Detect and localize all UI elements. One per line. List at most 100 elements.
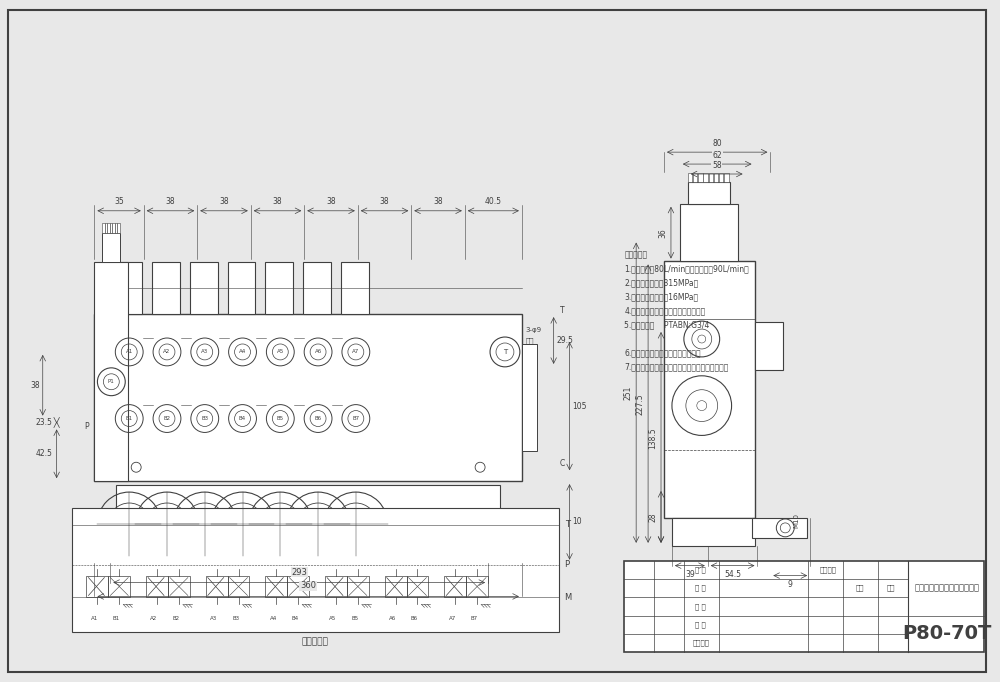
Bar — [709, 173, 713, 182]
Text: A4: A4 — [270, 617, 277, 621]
Text: 描 图: 描 图 — [695, 603, 706, 610]
Bar — [522, 344, 537, 451]
Bar — [693, 173, 697, 182]
Text: B7: B7 — [471, 617, 478, 621]
Text: 2.最大工作压力：315MPa。: 2.最大工作压力：315MPa。 — [624, 278, 698, 287]
Bar — [146, 576, 168, 597]
Bar — [407, 576, 428, 597]
Text: B1: B1 — [113, 617, 120, 621]
Text: A6: A6 — [389, 617, 396, 621]
Text: B5: B5 — [277, 416, 284, 421]
Text: 35: 35 — [114, 197, 124, 206]
Bar — [115, 223, 117, 233]
Text: 液压原理图: 液压原理图 — [302, 638, 329, 647]
Text: 29.5: 29.5 — [557, 336, 574, 345]
Bar — [466, 576, 488, 597]
Bar — [672, 518, 755, 546]
Bar — [265, 263, 293, 314]
Text: A1: A1 — [126, 349, 133, 355]
Bar — [102, 233, 120, 263]
Bar — [116, 485, 500, 563]
Text: 105: 105 — [573, 402, 587, 411]
Text: M: M — [565, 593, 572, 602]
Text: P: P — [565, 560, 570, 569]
Text: 4.各运动部分必须灵活，无卡溯现象；: 4.各运动部分必须灵活，无卡溯现象； — [624, 306, 705, 315]
Text: 3.安全阀调定压力：16MPa；: 3.安全阀调定压力：16MPa； — [624, 293, 698, 301]
Text: B3: B3 — [201, 416, 208, 421]
Text: 青州精信兆液压科技有限公司: 青州精信兆液压科技有限公司 — [915, 584, 980, 593]
Bar — [94, 314, 522, 481]
Bar — [206, 576, 228, 597]
Text: 图样标记: 图样标记 — [820, 567, 837, 573]
Bar — [108, 576, 130, 597]
Bar — [325, 576, 347, 597]
Text: A6: A6 — [314, 349, 322, 355]
Bar — [168, 576, 190, 597]
Bar — [303, 263, 331, 314]
Text: 38: 38 — [326, 197, 336, 206]
Bar — [341, 263, 369, 314]
Text: 38: 38 — [273, 197, 282, 206]
Bar — [444, 576, 466, 597]
Text: C: C — [560, 459, 565, 468]
Bar — [664, 261, 755, 518]
Text: B6: B6 — [315, 416, 322, 421]
Bar — [755, 322, 783, 370]
Bar — [714, 173, 718, 182]
Text: P80-70T: P80-70T — [903, 624, 992, 643]
Text: 38: 38 — [219, 197, 229, 206]
Bar — [719, 173, 723, 182]
Bar — [688, 182, 730, 204]
Bar — [114, 263, 142, 314]
Text: B6: B6 — [411, 617, 418, 621]
Bar — [110, 223, 112, 233]
Text: 251: 251 — [623, 385, 632, 400]
Bar — [680, 204, 738, 261]
Text: 38: 38 — [433, 197, 443, 206]
Text: B7: B7 — [352, 416, 359, 421]
Text: 293: 293 — [291, 567, 307, 576]
Bar — [287, 576, 309, 597]
Bar — [117, 223, 120, 233]
Text: B4: B4 — [292, 617, 299, 621]
Text: A2: A2 — [150, 617, 158, 621]
Text: A7: A7 — [449, 617, 456, 621]
Text: 62: 62 — [712, 151, 722, 160]
Text: A7: A7 — [352, 349, 359, 355]
Bar — [102, 223, 105, 233]
Text: 比例: 比例 — [886, 584, 895, 591]
Text: T: T — [560, 306, 564, 314]
Text: 38: 38 — [30, 381, 40, 389]
Text: A4: A4 — [239, 349, 246, 355]
Text: 38: 38 — [166, 197, 175, 206]
Text: 138.5: 138.5 — [648, 428, 657, 449]
Text: A5: A5 — [277, 349, 284, 355]
Text: B2: B2 — [163, 416, 171, 421]
Text: 校 对: 校 对 — [695, 621, 706, 628]
Text: 10: 10 — [573, 518, 582, 527]
Text: 5.油口尺寸：    PTABN:G3/4: 5.油口尺寸： PTABN:G3/4 — [624, 320, 710, 329]
Text: T: T — [503, 349, 507, 355]
Bar — [347, 576, 369, 597]
Text: B1: B1 — [126, 416, 133, 421]
Text: 通孔: 通孔 — [526, 338, 534, 344]
Text: 1.额定流量：80L/min，最大流量：90L/min；: 1.额定流量：80L/min，最大流量：90L/min； — [624, 265, 749, 273]
Text: 设 计: 设 计 — [695, 567, 706, 573]
Bar — [112, 223, 115, 233]
Text: A5: A5 — [329, 617, 337, 621]
Text: 227.5: 227.5 — [635, 394, 644, 415]
Text: B3: B3 — [232, 617, 239, 621]
Bar — [698, 173, 703, 182]
Bar — [86, 576, 108, 597]
Bar — [152, 263, 180, 314]
Bar — [688, 173, 692, 182]
Bar — [105, 223, 107, 233]
Text: 360: 360 — [300, 582, 316, 591]
Text: A2: A2 — [163, 349, 171, 355]
Text: P1: P1 — [108, 379, 115, 384]
Bar — [265, 576, 287, 597]
Text: 38: 38 — [380, 197, 389, 206]
Bar — [624, 561, 984, 652]
Bar — [752, 518, 807, 538]
Bar — [724, 173, 729, 182]
